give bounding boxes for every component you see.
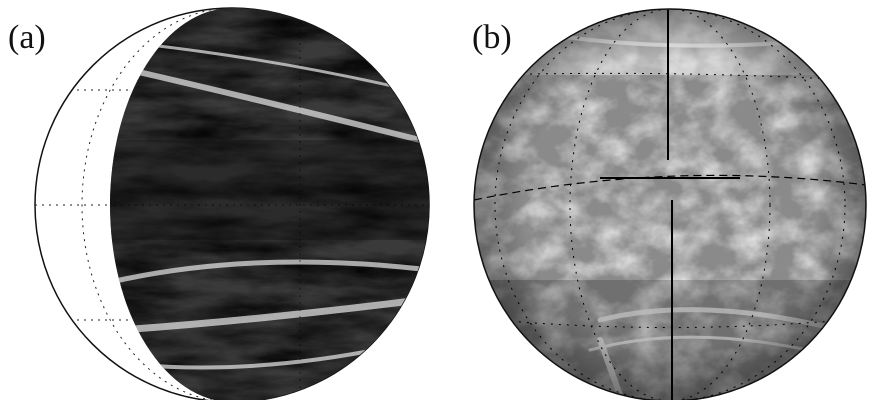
page: (a) (b) (0, 0, 875, 400)
panel-label: (b) (472, 19, 512, 56)
globe-b (470, 5, 870, 400)
figure: (a) (b) (0, 0, 875, 400)
globe-a (35, 0, 440, 400)
panel-label: (a) (8, 19, 46, 56)
